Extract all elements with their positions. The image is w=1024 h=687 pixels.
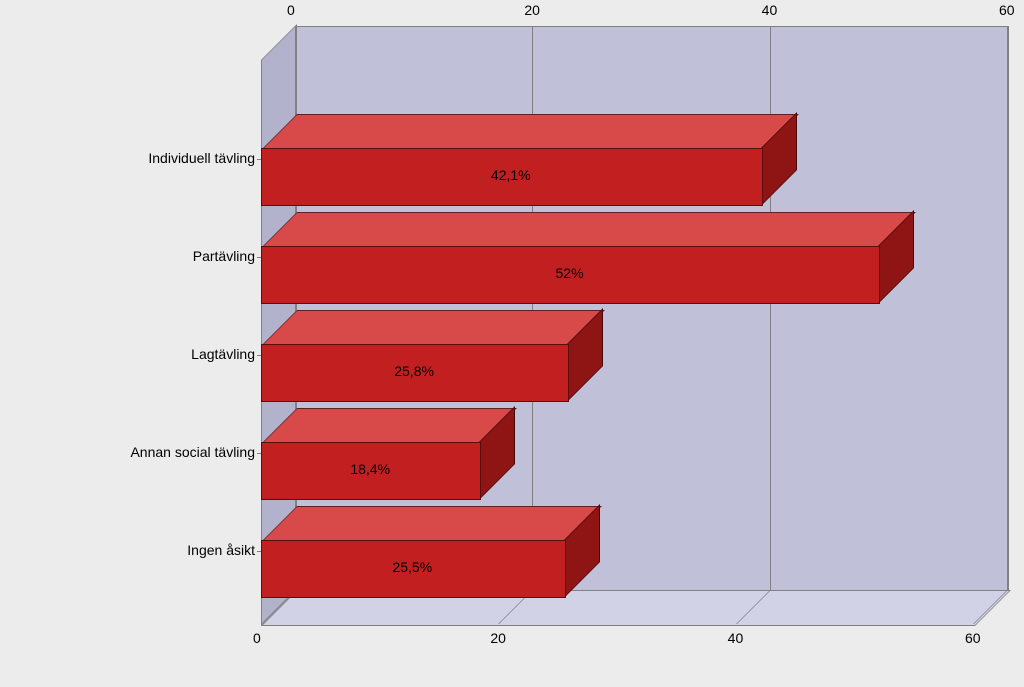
category-tick <box>257 159 261 160</box>
chart-stage: 0 0 20 20 40 40 60 60 42,1% Individuell tävling 52… <box>0 0 1024 687</box>
axis-tick-top: 0 <box>287 2 295 18</box>
category-tick <box>257 355 261 356</box>
bar-value-label: 52% <box>556 265 584 281</box>
axis-tick-top: 60 <box>999 2 1015 18</box>
axis-tick-bottom: 20 <box>490 630 506 646</box>
axis-tick-top: 40 <box>762 2 778 18</box>
bar-top-face <box>261 310 605 346</box>
bar-top-face <box>261 114 799 150</box>
axis-tick-bottom: 40 <box>728 630 744 646</box>
bar-value-label: 42,1% <box>491 167 531 183</box>
bar-value-label: 18,4% <box>350 461 390 477</box>
category-tick <box>257 551 261 552</box>
category-label: Partävling <box>193 248 255 264</box>
axis-tick-bottom: 0 <box>253 630 261 646</box>
bar-top-face <box>261 506 602 542</box>
gridline <box>1007 26 1008 590</box>
category-label: Annan social tävling <box>130 444 255 460</box>
gridline <box>770 26 771 590</box>
bar-top-face <box>261 408 517 444</box>
category-label: Individuell tävling <box>148 150 255 166</box>
axis-tick-top: 20 <box>524 2 540 18</box>
category-label: Lagtävling <box>191 346 255 362</box>
bar-value-label: 25,5% <box>392 559 432 575</box>
bar-value-label: 25,8% <box>394 363 434 379</box>
axis-tick-bottom: 60 <box>965 630 981 646</box>
bar-top-face <box>261 212 916 248</box>
category-label: Ingen åsikt <box>187 542 255 558</box>
category-tick <box>257 257 261 258</box>
category-tick <box>257 453 261 454</box>
